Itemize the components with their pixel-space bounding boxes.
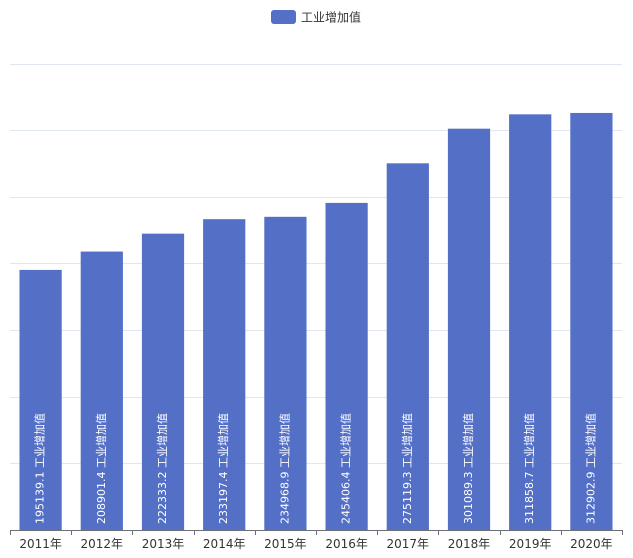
bar-2017年[interactable] bbox=[386, 163, 429, 530]
bar-2018年[interactable] bbox=[447, 128, 491, 530]
x-tick-label: 2016年 bbox=[325, 537, 368, 551]
bar-labels: 195139.1 工业增加值 208901.4 工业增加值 222333.2 工业增… bbox=[33, 413, 598, 524]
bar-value-label: 234968.9 工业增加值 bbox=[277, 413, 291, 524]
bar-value-label: 222333.2 工业增加值 bbox=[155, 413, 169, 524]
bar-2016年[interactable] bbox=[325, 202, 368, 530]
bar-value-label: 233197.4 工业增加值 bbox=[216, 413, 230, 524]
x-tick-label: 2019年 bbox=[509, 537, 552, 551]
bar-value-label: 208901.4 工业增加值 bbox=[94, 413, 108, 524]
bar-2013年[interactable] bbox=[141, 233, 185, 530]
bar-value-label: 311858.7 工业增加值 bbox=[522, 413, 536, 524]
x-tick-label: 2017年 bbox=[387, 537, 430, 551]
bar-value-label: 312902.9 工业增加值 bbox=[583, 413, 597, 524]
legend-label[interactable]: 工业增加值 bbox=[301, 10, 361, 25]
bar-value-label: 275119.3 工业增加值 bbox=[400, 413, 414, 524]
x-tick-label: 2011年 bbox=[19, 537, 62, 551]
bar-2012年[interactable] bbox=[80, 251, 123, 530]
x-axis-ticks: 2011年 2012年 2013年 2014年 2015年 2016年 2017年 2018年… bbox=[10, 530, 623, 551]
bar-value-label: 195139.1 工业增加值 bbox=[33, 413, 47, 524]
legend[interactable]: 工业增加值 bbox=[271, 10, 361, 25]
bar-2011年[interactable] bbox=[19, 269, 62, 530]
bar-2020年[interactable] bbox=[570, 112, 613, 530]
bar-2014年[interactable] bbox=[203, 219, 246, 530]
x-tick-label: 2013年 bbox=[142, 537, 185, 551]
bars bbox=[19, 112, 613, 530]
bar-2015年[interactable] bbox=[264, 216, 307, 530]
x-tick-label: 2020年 bbox=[570, 537, 613, 551]
x-tick-label: 2014年 bbox=[203, 537, 246, 551]
bar-value-label: 301089.3 工业增加值 bbox=[461, 413, 475, 524]
x-tick-label: 2018年 bbox=[448, 537, 491, 551]
bar-value-label: 245406.4 工业增加值 bbox=[339, 413, 353, 524]
x-tick-label: 2015年 bbox=[264, 537, 307, 551]
bar-2019年[interactable] bbox=[509, 114, 552, 530]
legend-swatch[interactable] bbox=[271, 10, 296, 24]
x-tick-label: 2012年 bbox=[81, 537, 124, 551]
